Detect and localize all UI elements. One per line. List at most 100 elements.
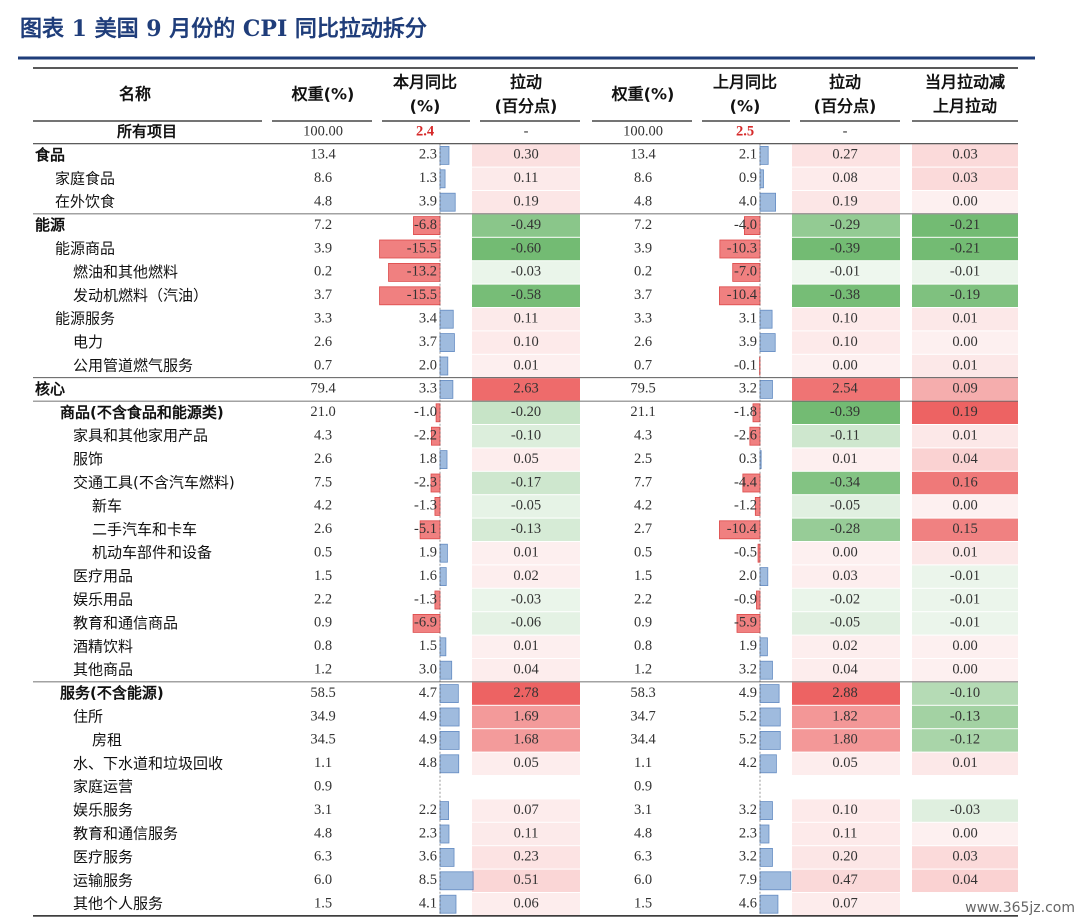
cell: 0.01 (952, 545, 977, 561)
row-name: 核心 (35, 380, 65, 398)
heat-cell (912, 612, 1018, 635)
heat-cell (472, 799, 580, 822)
heat-cell (912, 284, 1018, 307)
cell: -6.8 (414, 217, 437, 233)
header-cell: 拉动 (510, 73, 542, 92)
cell: 5.2 (739, 732, 757, 748)
cell: 2.3 (739, 825, 757, 841)
heat-cell (792, 284, 900, 307)
cell: 0.20 (832, 849, 857, 865)
cell: 21.0 (310, 404, 335, 420)
cell: -2.2 (414, 428, 437, 444)
cell: 0.19 (513, 194, 538, 210)
positive-bar (759, 660, 773, 680)
cell: 7.5 (314, 474, 332, 490)
positive-bar (439, 637, 447, 657)
heat-cell (472, 729, 580, 752)
heat-cell (472, 542, 580, 565)
cell: 4.7 (419, 685, 437, 701)
heat-cell (792, 495, 900, 518)
cell: -0.34 (830, 474, 861, 490)
positive-bar (439, 543, 448, 563)
cell: -5.9 (734, 615, 757, 631)
cell: 0.01 (513, 357, 538, 373)
positive-bar (759, 754, 777, 774)
watermark: www.365jz.com (965, 900, 1075, 916)
heat-cell (792, 378, 900, 401)
heat-cell (912, 214, 1018, 237)
heat-cell (472, 659, 580, 682)
cell: 0.01 (952, 755, 977, 771)
heat-cell (912, 471, 1018, 495)
heat-cell (472, 425, 580, 448)
heat-cell (912, 682, 1018, 705)
heat-cell (472, 331, 580, 354)
cell: 0.10 (832, 802, 857, 818)
cell: 0.00 (832, 357, 857, 373)
heat-cell (472, 401, 580, 424)
cell: 0.05 (513, 755, 538, 771)
cell: 0.03 (952, 170, 977, 186)
heat-cell (472, 752, 580, 775)
cell: 3.9 (314, 240, 332, 256)
positive-bar (439, 333, 455, 353)
heat-cell (912, 542, 1018, 565)
positive-bar (439, 824, 450, 844)
positive-bar (439, 754, 460, 774)
heat-cell (472, 167, 580, 190)
header-cell: (%) (410, 97, 441, 116)
row-name: 水、下水道和垃圾回收 (73, 754, 223, 772)
row-name: 娱乐服务 (73, 801, 133, 819)
cell: 1.9 (419, 545, 437, 561)
negative-bar (412, 614, 441, 633)
heat-cell (912, 378, 1018, 401)
cell: -15.5 (407, 287, 437, 303)
cell: 2.6 (314, 334, 332, 350)
cell: 6.0 (314, 872, 332, 888)
cell: -0.03 (511, 264, 541, 280)
heat-cell (472, 495, 580, 518)
header-cell: 当月拉动减 (925, 73, 1005, 92)
cell: 3.2 (739, 381, 757, 397)
cell: -0.03 (950, 802, 980, 818)
heat-cell (472, 261, 580, 284)
cell: 100.00 (623, 123, 663, 139)
cell: 1.80 (832, 732, 857, 748)
negative-bar (719, 520, 761, 540)
cell: 0.01 (513, 545, 538, 561)
cell: 0.23 (513, 849, 538, 865)
cell: 0.9 (314, 615, 332, 631)
cell: 4.2 (314, 498, 332, 514)
cell: -0.5 (734, 545, 757, 561)
cell: -10.3 (727, 240, 757, 256)
row-name: 公用管道燃气服务 (73, 357, 193, 375)
cell: -0.05 (830, 498, 860, 514)
cell: 4.0 (739, 194, 757, 210)
cell: -0.29 (830, 217, 860, 233)
cell: 3.4 (419, 311, 438, 327)
positive-bar (439, 684, 459, 703)
cell: 2.4 (416, 123, 434, 139)
cell: 1.5 (419, 638, 437, 654)
heat-cell (472, 612, 580, 635)
cell: 13.4 (310, 147, 336, 163)
cell: 4.3 (314, 428, 332, 444)
cell: 0.8 (634, 638, 652, 654)
cell: 0.7 (634, 357, 652, 373)
positive-bar (759, 731, 781, 750)
cell: 1.2 (314, 662, 332, 678)
cell: 0.15 (952, 521, 977, 537)
cell: 100.00 (303, 123, 343, 139)
cell: 58.3 (630, 685, 655, 701)
cell: 21.1 (630, 404, 655, 420)
cell: 0.00 (952, 334, 977, 350)
cell: 3.2 (739, 802, 757, 818)
positive-bar (439, 871, 474, 891)
positive-bar (439, 450, 448, 470)
cell: 0.01 (952, 311, 977, 327)
cell: 34.4 (630, 732, 656, 748)
cell: 0.11 (514, 825, 539, 841)
cell: 1.8 (419, 451, 437, 467)
cell: -1.3 (414, 591, 437, 607)
positive-bar (759, 848, 773, 867)
